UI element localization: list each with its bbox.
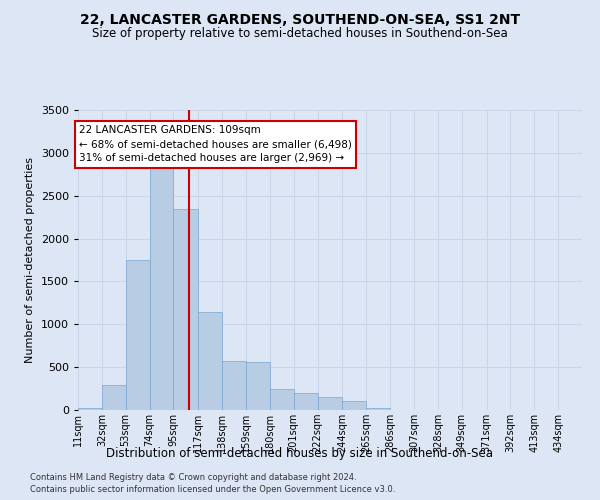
Bar [125,260,149,410]
Bar [78,408,102,410]
Bar [222,361,246,410]
Bar [102,384,125,410]
Bar [343,402,367,410]
Text: Distribution of semi-detached houses by size in Southend-on-Sea: Distribution of semi-detached houses by … [107,448,493,460]
Bar [367,408,390,410]
Text: Contains HM Land Registry data © Crown copyright and database right 2024.: Contains HM Land Registry data © Crown c… [30,472,356,482]
Text: Size of property relative to semi-detached houses in Southend-on-Sea: Size of property relative to semi-detach… [92,28,508,40]
Bar [270,388,293,410]
Text: Contains public sector information licensed under the Open Government Licence v3: Contains public sector information licen… [30,485,395,494]
Bar [173,210,199,410]
Text: 22 LANCASTER GARDENS: 109sqm
← 68% of semi-detached houses are smaller (6,498)
3: 22 LANCASTER GARDENS: 109sqm ← 68% of se… [79,126,352,164]
Bar [317,398,343,410]
Text: 22, LANCASTER GARDENS, SOUTHEND-ON-SEA, SS1 2NT: 22, LANCASTER GARDENS, SOUTHEND-ON-SEA, … [80,12,520,26]
Bar [246,362,270,410]
Bar [293,393,317,410]
Bar [199,312,222,410]
Y-axis label: Number of semi-detached properties: Number of semi-detached properties [25,157,35,363]
Bar [149,144,173,410]
